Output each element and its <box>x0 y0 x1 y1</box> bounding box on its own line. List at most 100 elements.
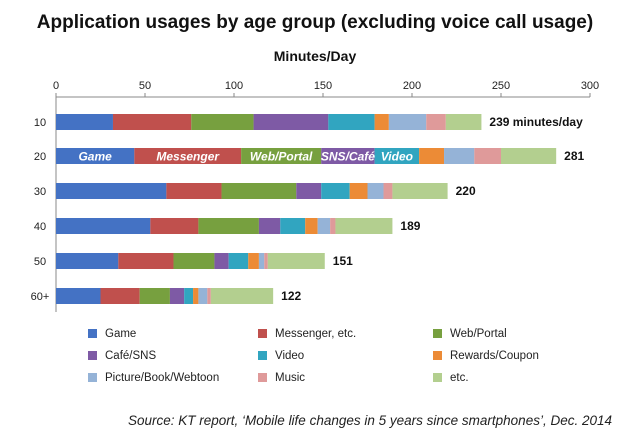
legend-item: Game <box>88 328 136 340</box>
bar-segment <box>139 288 170 304</box>
bar-segment <box>258 253 265 269</box>
legend-swatch <box>88 351 97 360</box>
bar-segment <box>207 288 211 304</box>
legend-swatch <box>433 351 442 360</box>
legend-swatch <box>433 373 442 382</box>
bar-segment <box>426 114 446 130</box>
bar-segment <box>317 218 331 234</box>
chart-legend: Game Messenger, etc. Web/Portal Café/SNS Vid… <box>88 328 608 398</box>
bar-segment <box>173 253 215 269</box>
category-label: 60+ <box>31 291 50 303</box>
category-label: 20 <box>34 151 46 163</box>
x-tick-label: 100 <box>225 80 243 92</box>
bar-segment <box>444 148 475 164</box>
bar-segment <box>112 114 192 130</box>
legend-label: Video <box>275 350 305 362</box>
total-label: 151 <box>333 254 353 268</box>
category-label: 10 <box>34 117 46 129</box>
category-label: 30 <box>34 186 46 198</box>
legend-item: Music <box>258 372 305 384</box>
bar-segment <box>367 183 384 199</box>
bar-segment <box>296 183 322 199</box>
bar-segment <box>56 288 101 304</box>
bar-segment <box>56 218 151 234</box>
bar-segment <box>118 253 174 269</box>
bar-segment <box>445 114 482 130</box>
bar-segment <box>392 183 448 199</box>
bar-segment <box>191 114 254 130</box>
legend-label: Rewards/Coupon <box>450 350 539 362</box>
x-tick-label: 50 <box>139 80 151 92</box>
x-tick-label: 0 <box>53 80 59 92</box>
bar-segment <box>253 114 329 130</box>
bar-segment <box>166 183 222 199</box>
legend-swatch <box>258 373 267 382</box>
legend-label: Music <box>275 372 306 384</box>
x-tick-label: 250 <box>492 80 510 92</box>
bar-segment <box>198 218 259 234</box>
bar-segment <box>330 218 336 234</box>
bar-segment <box>258 218 281 234</box>
bar-segment <box>228 253 249 269</box>
bar-segment <box>419 148 445 164</box>
in-bar-label: Messenger <box>156 150 220 164</box>
legend-label: Messenger, etc. <box>275 328 357 340</box>
total-label: 239 minutes/day <box>489 115 583 129</box>
x-tick-label: 200 <box>403 80 421 92</box>
x-tick-label: 300 <box>581 80 599 92</box>
bar-segment <box>184 288 194 304</box>
source-note: Source: KT report, ‘Mobile life changes … <box>128 413 612 428</box>
legend-label: Café/SNS <box>105 350 157 362</box>
bar-segment <box>321 148 375 164</box>
legend-swatch <box>88 329 97 338</box>
bar-segment <box>100 288 140 304</box>
legend-label: etc. <box>450 372 469 384</box>
legend-swatch <box>258 329 267 338</box>
legend-label: Picture/Book/Webtoon <box>105 372 220 384</box>
legend-label: Game <box>105 328 137 340</box>
legend-item: Rewards/Coupon <box>433 350 539 362</box>
total-label: 189 <box>400 219 420 233</box>
chart-title: Application usages by age group (excludi… <box>36 12 594 33</box>
bar-segment <box>56 183 167 199</box>
legend-item: Video <box>258 350 304 362</box>
total-label: 281 <box>564 149 584 163</box>
bar-segment <box>267 253 325 269</box>
legend-label: Web/Portal <box>450 328 507 340</box>
bar-segment <box>349 183 368 199</box>
in-bar-label: SNS/Café <box>321 150 375 164</box>
bar-segment <box>221 183 297 199</box>
bar-segment <box>198 288 208 304</box>
bar-segment <box>56 253 119 269</box>
bar-segment <box>169 288 185 304</box>
bar-segment <box>474 148 501 164</box>
category-label: 50 <box>34 256 46 268</box>
in-bar-label: Video <box>381 150 413 164</box>
x-axis-title: Minutes/Day <box>273 48 357 64</box>
x-tick-label: 150 <box>314 80 332 92</box>
bar-segment <box>56 148 135 164</box>
legend-item: Picture/Book/Webtoon <box>88 372 219 384</box>
category-label: 40 <box>34 221 46 233</box>
bar-segment <box>374 148 420 164</box>
bar-segment <box>328 114 375 130</box>
bar-segment <box>280 218 306 234</box>
legend-swatch <box>433 329 442 338</box>
bar-segment <box>388 114 427 130</box>
bar-segment <box>56 114 113 130</box>
legend-item: Web/Portal <box>433 328 507 340</box>
bar-segment <box>248 253 259 269</box>
total-label: 220 <box>456 184 476 198</box>
bar-segment <box>134 148 242 164</box>
bar-segment <box>210 288 274 304</box>
in-bar-label: Game <box>78 150 112 164</box>
bar-segment <box>264 253 268 269</box>
total-label: 122 <box>281 289 301 303</box>
in-bar-label: Web/Portal <box>250 150 313 164</box>
bar-segment <box>374 114 389 130</box>
bar-segment <box>335 218 393 234</box>
legend-item: Messenger, etc. <box>258 328 356 340</box>
bar-segment <box>214 253 229 269</box>
